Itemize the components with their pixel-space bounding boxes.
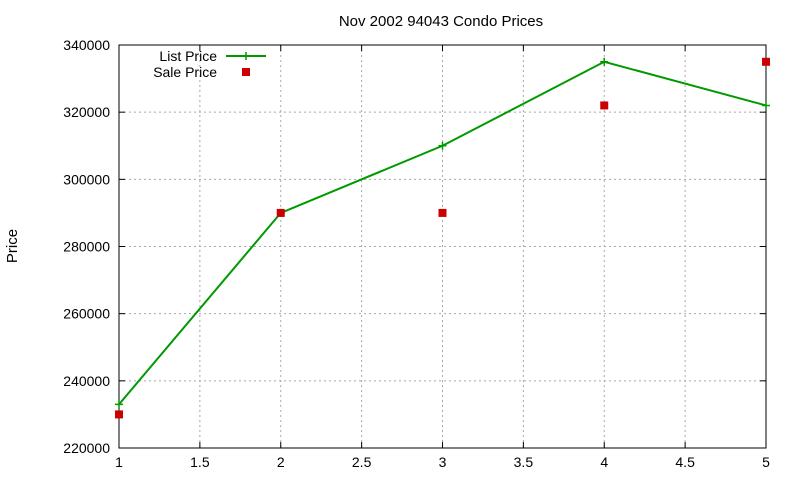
data-point <box>600 101 609 110</box>
series-2 <box>115 57 770 419</box>
y-tick-label: 220000 <box>63 440 110 456</box>
x-tick-label: 4 <box>600 454 608 470</box>
y-tick-label: 300000 <box>63 171 110 187</box>
data-point <box>600 57 609 66</box>
x-tick-label: 5 <box>762 454 770 470</box>
grid <box>119 45 766 448</box>
x-tick-label: 2 <box>277 454 285 470</box>
chart-title: Nov 2002 94043 Condo Prices <box>339 13 543 30</box>
y-tick-label: 340000 <box>63 37 110 53</box>
legend-label: Sale Price <box>153 64 217 80</box>
data-point <box>438 141 447 150</box>
x-tick-label: 1 <box>115 454 123 470</box>
y-tick-label: 320000 <box>63 104 110 120</box>
y-tick-label: 280000 <box>63 239 110 255</box>
x-tick-label: 2.5 <box>352 454 372 470</box>
x-tick-label: 1.5 <box>190 454 210 470</box>
series <box>115 57 770 419</box>
y-tick-label: 260000 <box>63 306 110 322</box>
x-tick-label: 4.5 <box>675 454 695 470</box>
data-point <box>762 101 770 110</box>
legend-label: List Price <box>159 48 217 64</box>
legend-marker <box>242 52 250 60</box>
data-point <box>115 400 123 409</box>
data-point <box>276 208 285 217</box>
data-point <box>762 57 770 66</box>
data-point <box>115 410 123 419</box>
x-tick-label: 3 <box>439 454 447 470</box>
series-line <box>118 60 767 405</box>
legend-marker <box>242 68 250 76</box>
data-point <box>438 208 447 217</box>
y-tick-label: 240000 <box>63 373 110 389</box>
axis-ticks: 1 1.5 2 2.5 3 3.5 4 4.5 5 220000 240000 260000 28000… <box>63 37 770 470</box>
y-axis-label: Price <box>4 229 21 263</box>
x-tick-label: 3.5 <box>514 454 534 470</box>
